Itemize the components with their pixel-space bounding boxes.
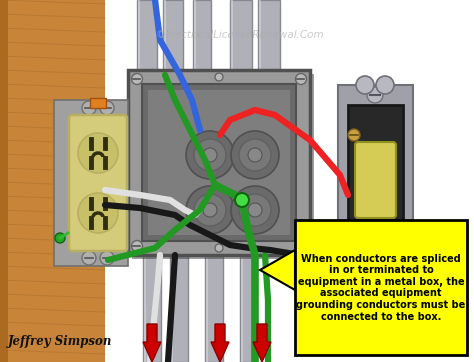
Polygon shape (211, 324, 229, 362)
Bar (240, 255, 256, 362)
Bar (90, 98, 106, 108)
Circle shape (295, 73, 307, 84)
Bar (137, 0, 157, 100)
Polygon shape (260, 250, 295, 290)
Circle shape (295, 240, 307, 252)
Bar (163, 0, 183, 100)
Circle shape (82, 101, 96, 115)
Bar (128, 70, 310, 255)
Circle shape (348, 129, 360, 141)
Circle shape (82, 251, 96, 265)
Circle shape (239, 194, 271, 226)
Text: When conductors are spliced
in or terminated to
equipment in a metal box, the
as: When conductors are spliced in or termin… (296, 253, 465, 321)
Polygon shape (253, 324, 271, 362)
Circle shape (367, 282, 383, 298)
Circle shape (78, 193, 118, 233)
Circle shape (203, 148, 217, 162)
Bar (0, 0, 8, 362)
Circle shape (186, 186, 234, 234)
Polygon shape (143, 324, 161, 362)
Circle shape (231, 186, 279, 234)
Bar (132, 74, 314, 259)
Circle shape (215, 73, 223, 81)
Text: Jeffrey Simpson: Jeffrey Simpson (8, 335, 112, 348)
Circle shape (367, 87, 383, 103)
Circle shape (100, 251, 114, 265)
FancyBboxPatch shape (69, 115, 127, 251)
Circle shape (248, 148, 262, 162)
Circle shape (55, 233, 65, 243)
Bar (54, 100, 128, 266)
Circle shape (376, 76, 394, 94)
Bar (258, 0, 280, 75)
Bar (338, 85, 413, 300)
Circle shape (186, 131, 234, 179)
Circle shape (194, 194, 226, 226)
Bar (142, 84, 296, 241)
FancyBboxPatch shape (295, 220, 467, 355)
Bar (230, 0, 252, 75)
Text: ©ElectricalLicenseRenewal.Com: ©ElectricalLicenseRenewal.Com (155, 30, 324, 40)
Circle shape (203, 203, 217, 217)
Circle shape (100, 101, 114, 115)
Circle shape (131, 240, 143, 252)
Circle shape (392, 245, 402, 255)
Bar (193, 0, 211, 100)
Circle shape (131, 73, 143, 84)
Bar (205, 255, 223, 362)
Bar (148, 90, 290, 235)
Circle shape (235, 193, 249, 207)
Circle shape (348, 244, 360, 256)
Circle shape (194, 139, 226, 171)
Circle shape (239, 139, 271, 171)
Circle shape (78, 133, 118, 173)
Bar (170, 255, 188, 362)
Circle shape (231, 131, 279, 179)
Circle shape (356, 76, 374, 94)
Circle shape (215, 244, 223, 252)
Bar (0, 0, 105, 362)
Bar (348, 105, 403, 280)
Circle shape (248, 203, 262, 217)
FancyBboxPatch shape (355, 142, 396, 218)
Bar (143, 255, 161, 362)
